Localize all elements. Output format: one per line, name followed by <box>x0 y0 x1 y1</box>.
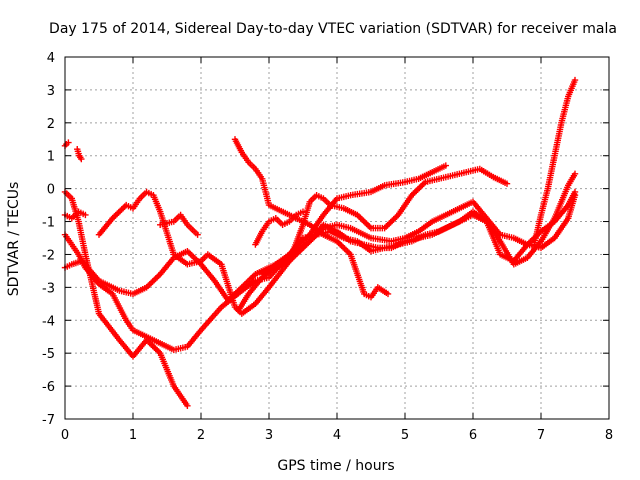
x-tick-label: 8 <box>605 428 613 443</box>
series-8 <box>157 211 201 238</box>
series-10 <box>235 170 579 314</box>
x-tick-label: 7 <box>537 428 545 443</box>
series-13 <box>531 76 579 248</box>
data-point <box>184 402 191 410</box>
y-tick-label: -5 <box>42 347 55 362</box>
data-point <box>82 211 89 219</box>
series-12 <box>259 165 511 278</box>
series-9 <box>231 136 392 301</box>
x-tick-label: 3 <box>265 428 273 443</box>
series-11 <box>252 208 307 248</box>
data-point <box>194 231 201 238</box>
y-tick-label: -2 <box>42 248 55 263</box>
data-point <box>65 139 72 146</box>
data-point <box>571 188 579 196</box>
x-tick-label: 0 <box>61 428 69 443</box>
chart-title: Day 175 of 2014, Sidereal Day-to-day VTE… <box>49 21 617 37</box>
y-tick-label: -1 <box>42 216 55 231</box>
y-tick-label: -3 <box>42 281 55 296</box>
x-tick-label: 2 <box>197 428 205 443</box>
data-point <box>78 155 85 163</box>
x-tick-label: 6 <box>469 428 477 443</box>
data-point <box>571 170 579 178</box>
data-point <box>384 290 392 298</box>
data-point <box>442 162 449 169</box>
y-tick-label: -6 <box>42 380 55 395</box>
y-axis-label: SDTVAR / TECUs <box>6 182 22 297</box>
series-4 <box>61 162 449 354</box>
series-1 <box>61 139 72 150</box>
y-tick-label: 0 <box>47 183 55 198</box>
series-2 <box>74 145 85 163</box>
x-axis-label: GPS time / hours <box>277 458 394 474</box>
y-tick-label: -4 <box>42 314 55 329</box>
x-tick-label: 4 <box>333 428 341 443</box>
x-tick-label: 1 <box>129 428 137 443</box>
data-point <box>503 180 511 187</box>
y-tick-label: 3 <box>47 84 55 99</box>
grid <box>65 57 609 419</box>
y-tick-label: -7 <box>42 413 55 428</box>
y-tick-label: 2 <box>47 117 55 132</box>
data-point <box>571 76 579 84</box>
x-tick-label: 5 <box>401 428 409 443</box>
x-tick-labels: 0 1 2 3 4 5 6 7 8 <box>61 428 613 443</box>
axis-ticks <box>64 56 610 420</box>
y-tick-labels: -7 -6 -5 -4 -3 -2 -1 0 1 2 3 4 <box>42 51 55 428</box>
y-tick-label: 4 <box>47 51 55 66</box>
y-tick-label: 1 <box>47 150 55 165</box>
data-points <box>61 76 579 410</box>
